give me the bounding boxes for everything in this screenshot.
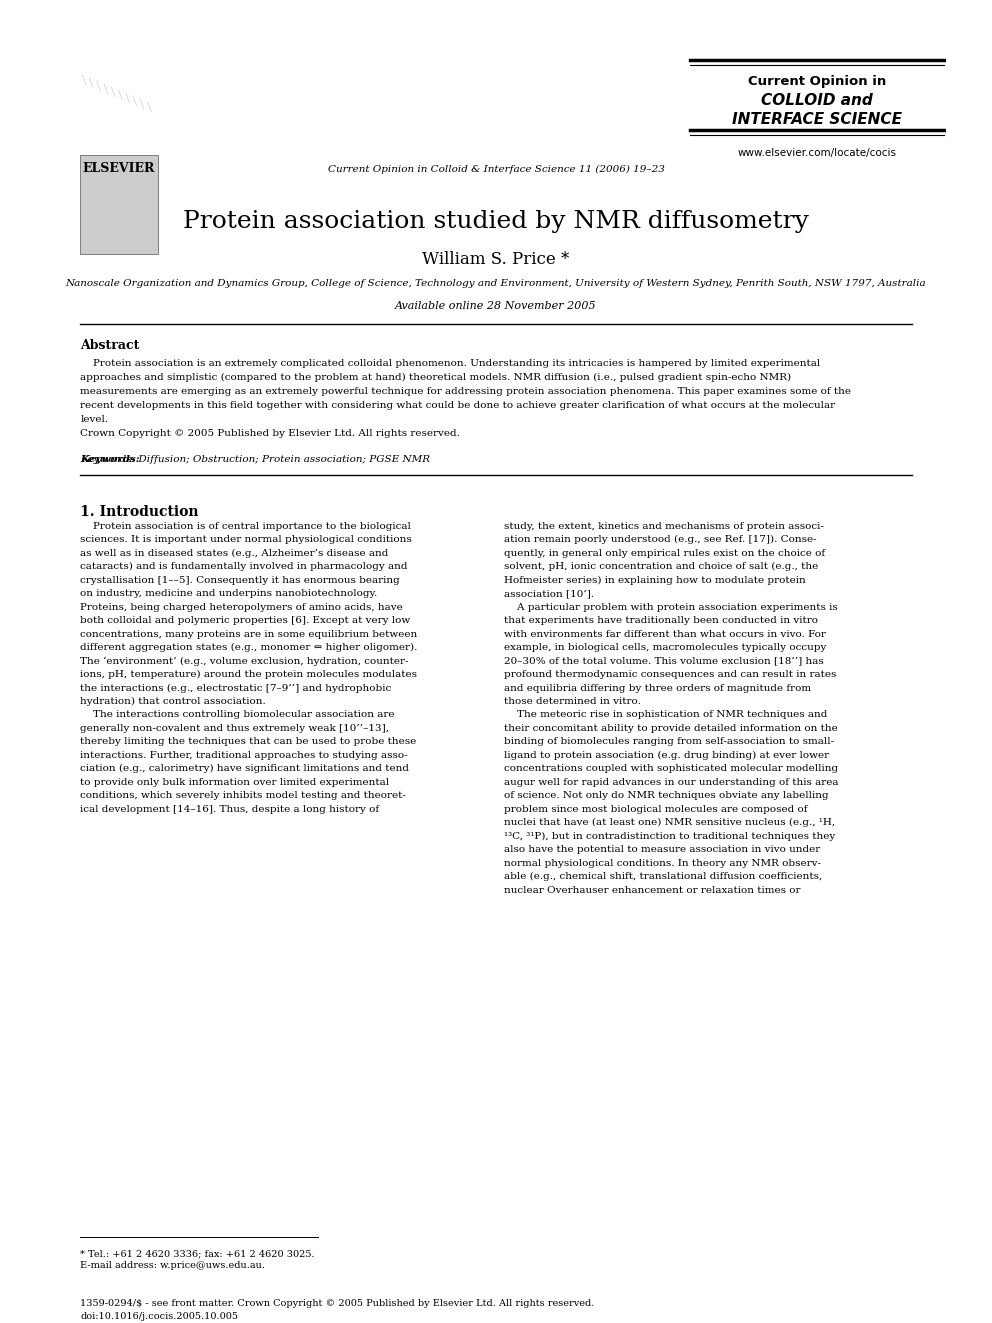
Text: interactions. Further, traditional approaches to studying asso-: interactions. Further, traditional appro… [80,751,408,759]
Text: sciences. It is important under normal physiological conditions: sciences. It is important under normal p… [80,536,412,544]
Text: generally non-covalent and thus extremely weak [10’’–13],: generally non-covalent and thus extremel… [80,724,390,733]
Text: Protein association is of central importance to the biological: Protein association is of central import… [80,521,412,531]
Text: ELSEVIER: ELSEVIER [82,161,155,175]
Text: ciation (e.g., calorimetry) have significant limitations and tend: ciation (e.g., calorimetry) have signifi… [80,765,410,774]
Text: The interactions controlling biomolecular association are: The interactions controlling biomolecula… [80,710,395,720]
Text: study, the extent, kinetics and mechanisms of protein associ-: study, the extent, kinetics and mechanis… [504,521,824,531]
Text: ions, pH, temperature) around the protein molecules modulates: ions, pH, temperature) around the protei… [80,669,418,679]
Text: INTERFACE SCIENCE: INTERFACE SCIENCE [732,111,903,127]
Text: different aggregation states (e.g., monomer ⇔ higher oligomer).: different aggregation states (e.g., mono… [80,643,418,652]
Text: association [10’].: association [10’]. [504,589,594,598]
Text: Protein association is an extremely complicated colloidal phenomenon. Understand: Protein association is an extremely comp… [80,360,820,368]
Text: as well as in diseased states (e.g., Alzheimer’s disease and: as well as in diseased states (e.g., Alz… [80,549,389,558]
Text: able (e.g., chemical shift, translational diffusion coefficients,: able (e.g., chemical shift, translationa… [504,872,822,881]
Text: 20–30% of the total volume. This volume exclusion [18’’] has: 20–30% of the total volume. This volume … [504,656,824,665]
FancyBboxPatch shape [80,155,158,254]
Text: augur well for rapid advances in our understanding of this area: augur well for rapid advances in our und… [504,778,838,787]
Text: problem since most biological molecules are composed of: problem since most biological molecules … [504,804,807,814]
Text: example, in biological cells, macromolecules typically occupy: example, in biological cells, macromolec… [504,643,826,652]
Text: Nanoscale Organization and Dynamics Group, College of Science, Technology and En: Nanoscale Organization and Dynamics Grou… [65,279,927,288]
Text: The meteoric rise in sophistication of NMR techniques and: The meteoric rise in sophistication of N… [504,710,827,720]
Text: measurements are emerging as an extremely powerful technique for addressing prot: measurements are emerging as an extremel… [80,388,851,396]
Text: recent developments in this field together with considering what could be done t: recent developments in this field togeth… [80,401,835,410]
Text: * Tel.: +61 2 4620 3336; fax: +61 2 4620 3025.: * Tel.: +61 2 4620 3336; fax: +61 2 4620… [80,1249,315,1258]
Text: nuclei that have (at least one) NMR sensitive nucleus (e.g., ¹H,: nuclei that have (at least one) NMR sens… [504,818,835,827]
Text: binding of biomolecules ranging from self-association to small-: binding of biomolecules ranging from sel… [504,737,834,746]
Text: concentrations, many proteins are in some equilibrium between: concentrations, many proteins are in som… [80,630,418,639]
Text: Protein association studied by NMR diffusometry: Protein association studied by NMR diffu… [184,209,808,233]
Text: profound thermodynamic consequences and can result in rates: profound thermodynamic consequences and … [504,669,836,679]
Text: Keywords:: Keywords: [80,455,140,464]
Text: COLLOID and: COLLOID and [761,93,873,107]
Text: nuclear Overhauser enhancement or relaxation times or: nuclear Overhauser enhancement or relaxa… [504,885,801,894]
Text: Proteins, being charged heteropolymers of amino acids, have: Proteins, being charged heteropolymers o… [80,603,403,611]
Text: E-mail address: w.price@uws.edu.au.: E-mail address: w.price@uws.edu.au. [80,1261,266,1270]
Text: conditions, which severely inhibits model testing and theoret-: conditions, which severely inhibits mode… [80,791,407,800]
Text: those determined in vitro.: those determined in vitro. [504,697,641,706]
Text: ation remain poorly understood (e.g., see Ref. [17]). Conse-: ation remain poorly understood (e.g., se… [504,536,816,545]
Text: both colloidal and polymeric properties [6]. Except at very low: both colloidal and polymeric properties … [80,617,411,626]
Text: The ‘environment’ (e.g., volume exclusion, hydration, counter-: The ‘environment’ (e.g., volume exclusio… [80,656,409,665]
Text: also have the potential to measure association in vivo under: also have the potential to measure assoc… [504,845,820,855]
Text: that experiments have traditionally been conducted in vitro: that experiments have traditionally been… [504,617,818,626]
Text: cataracts) and is fundamentally involved in pharmacology and: cataracts) and is fundamentally involved… [80,562,408,572]
Text: Current Opinion in: Current Opinion in [748,75,887,87]
Text: normal physiological conditions. In theory any NMR observ-: normal physiological conditions. In theo… [504,859,821,868]
Text: ical development [14–16]. Thus, despite a long history of: ical development [14–16]. Thus, despite … [80,804,380,814]
Text: approaches and simplistic (compared to the problem at hand) theoretical models. : approaches and simplistic (compared to t… [80,373,792,382]
Text: Crown Copyright © 2005 Published by Elsevier Ltd. All rights reserved.: Crown Copyright © 2005 Published by Else… [80,429,460,438]
Text: to provide only bulk information over limited experimental: to provide only bulk information over li… [80,778,390,787]
Text: Abstract: Abstract [80,339,140,352]
Text: Hofmeister series) in explaining how to modulate protein: Hofmeister series) in explaining how to … [504,576,806,585]
Text: William S. Price *: William S. Price * [423,251,569,269]
Text: ligand to protein association (e.g. drug binding) at ever lower: ligand to protein association (e.g. drug… [504,751,829,759]
Text: 1. Introduction: 1. Introduction [80,505,198,519]
Text: the interactions (e.g., electrostatic [7–9’’] and hydrophobic: the interactions (e.g., electrostatic [7… [80,684,392,693]
Text: and equilibria differing by three orders of magnitude from: and equilibria differing by three orders… [504,684,811,692]
Text: with environments far different than what occurs in vivo. For: with environments far different than wha… [504,630,826,639]
Text: hydration) that control association.: hydration) that control association. [80,697,266,706]
Text: quently, in general only empirical rules exist on the choice of: quently, in general only empirical rules… [504,549,825,558]
Text: concentrations coupled with sophisticated molecular modelling: concentrations coupled with sophisticate… [504,765,838,774]
Text: ¹³C, ³¹P), but in contradistinction to traditional techniques they: ¹³C, ³¹P), but in contradistinction to t… [504,832,835,841]
Text: doi:10.1016/j.cocis.2005.10.005: doi:10.1016/j.cocis.2005.10.005 [80,1312,238,1322]
Text: Current Opinion in Colloid & Interface Science 11 (2006) 19–23: Current Opinion in Colloid & Interface S… [327,164,665,173]
Text: thereby limiting the techniques that can be used to probe these: thereby limiting the techniques that can… [80,737,417,746]
Text: 1359-0294/$ - see front matter. Crown Copyright © 2005 Published by Elsevier Ltd: 1359-0294/$ - see front matter. Crown Co… [80,1299,595,1308]
Text: www.elsevier.com/locate/cocis: www.elsevier.com/locate/cocis [738,148,897,157]
Text: Keywords: Diffusion; Obstruction; Protein association; PGSE NMR: Keywords: Diffusion; Obstruction; Protei… [80,455,431,464]
Text: solvent, pH, ionic concentration and choice of salt (e.g., the: solvent, pH, ionic concentration and cho… [504,562,818,572]
Text: Available online 28 November 2005: Available online 28 November 2005 [395,302,597,311]
Text: their concomitant ability to provide detailed information on the: their concomitant ability to provide det… [504,724,838,733]
Text: level.: level. [80,415,108,425]
Text: A particular problem with protein association experiments is: A particular problem with protein associ… [504,603,838,611]
Text: crystallisation [1––5]. Consequently it has enormous bearing: crystallisation [1––5]. Consequently it … [80,576,400,585]
Text: of science. Not only do NMR techniques obviate any labelling: of science. Not only do NMR techniques o… [504,791,828,800]
Text: on industry, medicine and underpins nanobiotechnology.: on industry, medicine and underpins nano… [80,589,378,598]
